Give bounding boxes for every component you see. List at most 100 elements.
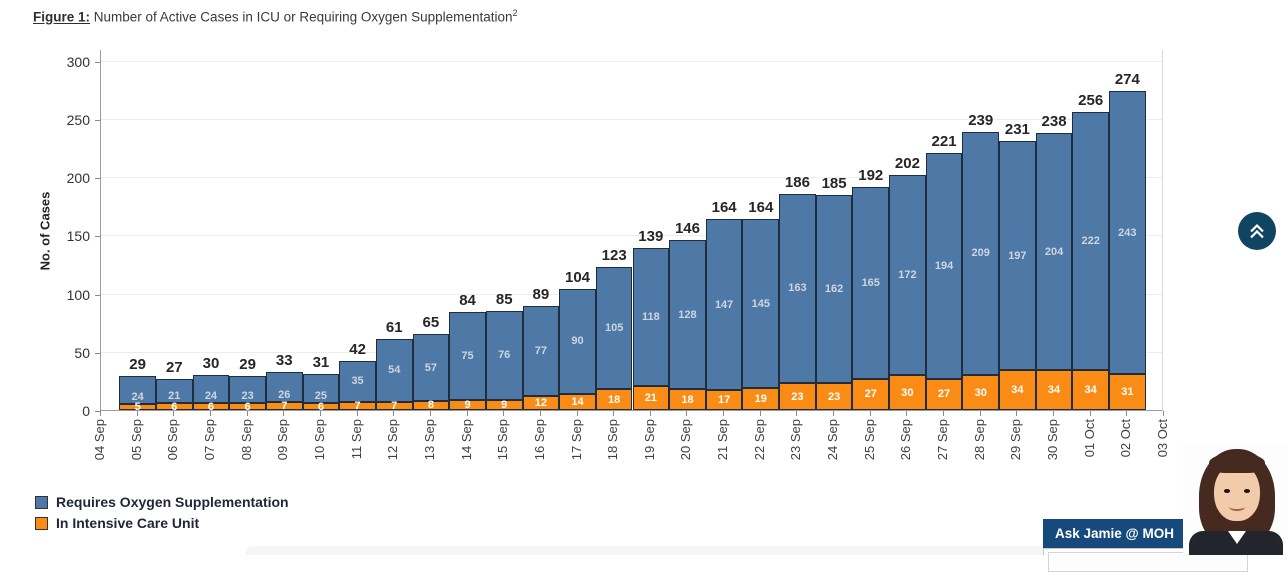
bar-group-22-sep[interactable]: 145 19	[742, 219, 780, 410]
bar-segment-icu[interactable]	[925, 378, 963, 410]
bar-segment-icu[interactable]	[302, 403, 340, 410]
bar-segment-oxygen[interactable]	[485, 311, 523, 400]
bar-total-label: 202	[894, 154, 920, 172]
bar-group-05-sep[interactable]: 24 5	[119, 376, 156, 413]
bar-segment-oxygen[interactable]	[229, 376, 266, 404]
bar-segment-oxygen[interactable]	[339, 361, 376, 402]
bar-segment-icu[interactable]	[412, 400, 450, 410]
chat-input[interactable]	[1048, 552, 1248, 572]
bar-segment-oxygen[interactable]	[595, 266, 633, 390]
bar-segment-oxygen[interactable]	[265, 371, 303, 402]
bar-segment-icu[interactable]	[229, 403, 266, 410]
bar-segment-oxygen[interactable]	[1035, 132, 1073, 371]
bar-group-08-sep[interactable]: 23 6	[229, 376, 266, 413]
bar-segment-icu[interactable]	[779, 383, 816, 410]
bar-segment-oxygen[interactable]	[999, 141, 1036, 371]
bar-segment-icu[interactable]	[1109, 373, 1146, 410]
bar-segment-oxygen[interactable]	[155, 378, 193, 404]
bar-group-28-sep[interactable]: 209 30	[962, 131, 1000, 410]
bar-group-20-sep[interactable]: 128 18	[669, 240, 706, 410]
y-tick-label: 250	[66, 112, 90, 128]
bar-segment-icu[interactable]	[705, 390, 743, 410]
bar-segment-oxygen[interactable]	[559, 288, 596, 394]
bar-group-27-sep[interactable]: 194 27	[925, 152, 963, 410]
bar-group-18-sep[interactable]: 105 18	[595, 266, 633, 410]
bar-group-07-sep[interactable]: 24 6	[192, 375, 230, 413]
bar-total-label: 84	[459, 292, 476, 310]
bar-group-15-sep[interactable]: 76 9	[485, 311, 523, 411]
bar-segment-icu[interactable]	[962, 375, 1000, 410]
bar-group-09-sep[interactable]: 26 7	[265, 371, 303, 412]
bar-segment-oxygen[interactable]	[119, 376, 156, 405]
bar-group-16-sep[interactable]: 77 12	[522, 306, 560, 410]
bar-group-24-sep[interactable]: 162 23	[815, 194, 853, 410]
bar-segment-icu[interactable]	[595, 389, 633, 410]
bar-segment-oxygen[interactable]	[1109, 91, 1146, 374]
bar-segment-oxygen[interactable]	[705, 219, 743, 391]
x-tick-mark	[943, 411, 945, 416]
bar-segment-oxygen[interactable]	[1072, 112, 1109, 371]
bar-group-19-sep[interactable]: 118 21	[632, 248, 670, 410]
bar-segment-oxygen[interactable]	[962, 131, 1000, 376]
bar-segment-icu[interactable]	[1035, 370, 1073, 410]
bar-segment-icu[interactable]	[742, 387, 780, 410]
bar-segment-icu[interactable]	[449, 399, 486, 410]
x-tick-mark	[686, 411, 688, 416]
x-tick-mark	[869, 411, 871, 416]
figure-label: Figure 1:	[33, 9, 91, 25]
bar-group-10-sep[interactable]: 25 6	[302, 373, 340, 413]
bar-segment-icu[interactable]	[815, 383, 853, 410]
bar-segment-icu[interactable]	[522, 396, 560, 410]
bar-group-25-sep[interactable]: 165 27	[852, 186, 890, 410]
bar-segment-oxygen[interactable]	[779, 193, 816, 384]
bar-group-01-oct[interactable]: 222 34	[1072, 112, 1109, 410]
bar-group-26-sep[interactable]: 172 30	[889, 174, 926, 410]
bar-segment-oxygen[interactable]	[852, 186, 890, 379]
bar-group-13-sep[interactable]: 57 8	[412, 334, 450, 411]
bar-total-label: 231	[1004, 121, 1030, 139]
bar-segment-oxygen[interactable]	[449, 312, 486, 400]
x-tick-label: 27 Sep	[935, 419, 951, 461]
jamie-avatar-photo	[1183, 443, 1287, 555]
bar-segment-oxygen[interactable]	[742, 219, 780, 388]
bar-segment-oxygen[interactable]	[632, 248, 670, 386]
x-tick-label: 29 Sep	[1008, 419, 1024, 461]
bar-segment-icu[interactable]	[669, 389, 706, 410]
bar-segment-icu[interactable]	[559, 393, 596, 410]
bar-segment-oxygen[interactable]	[192, 375, 230, 404]
bar-segment-oxygen[interactable]	[889, 174, 926, 376]
bar-segment-icu[interactable]	[155, 403, 193, 410]
x-tick-mark	[613, 411, 615, 416]
bar-segment-icu[interactable]	[265, 401, 303, 410]
bar-segment-icu[interactable]	[485, 399, 523, 410]
bar-group-30-sep[interactable]: 204 34	[1035, 132, 1073, 410]
bar-segment-oxygen[interactable]	[815, 194, 853, 384]
bar-group-06-sep[interactable]: 21 6	[155, 378, 193, 413]
bar-segment-icu[interactable]	[999, 370, 1036, 410]
bar-segment-oxygen[interactable]	[412, 334, 450, 401]
x-tick-mark	[393, 411, 395, 416]
bar-segment-icu[interactable]	[632, 385, 670, 410]
bar-segment-oxygen[interactable]	[669, 240, 706, 390]
bar-group-29-sep[interactable]: 197 34	[999, 141, 1036, 410]
bar-segment-oxygen[interactable]	[925, 152, 963, 379]
bar-segment-icu[interactable]	[1072, 370, 1109, 410]
bar-segment-icu[interactable]	[852, 378, 890, 410]
bar-group-21-sep[interactable]: 147 17	[705, 219, 743, 410]
bar-group-23-sep[interactable]: 163 23	[779, 193, 816, 410]
avatar-eye	[1224, 489, 1230, 493]
bar-segment-icu[interactable]	[192, 403, 230, 410]
bar-segment-oxygen[interactable]	[375, 339, 413, 402]
bar-segment-icu[interactable]	[119, 404, 156, 410]
x-tick-mark	[429, 411, 431, 416]
bar-segment-oxygen[interactable]	[302, 373, 340, 404]
scroll-to-top-button[interactable]	[1238, 212, 1276, 250]
figure-title: Figure 1: Number of Active Cases in ICU …	[33, 8, 518, 25]
bar-segment-icu[interactable]	[375, 401, 413, 410]
x-tick-mark	[1016, 411, 1018, 416]
bar-segment-icu[interactable]	[339, 401, 376, 410]
bar-segment-oxygen[interactable]	[522, 306, 560, 397]
bar-group-02-oct[interactable]: 243 31	[1109, 91, 1146, 410]
bar-group-17-sep[interactable]: 90 14	[559, 288, 596, 410]
bar-segment-icu[interactable]	[889, 375, 926, 410]
